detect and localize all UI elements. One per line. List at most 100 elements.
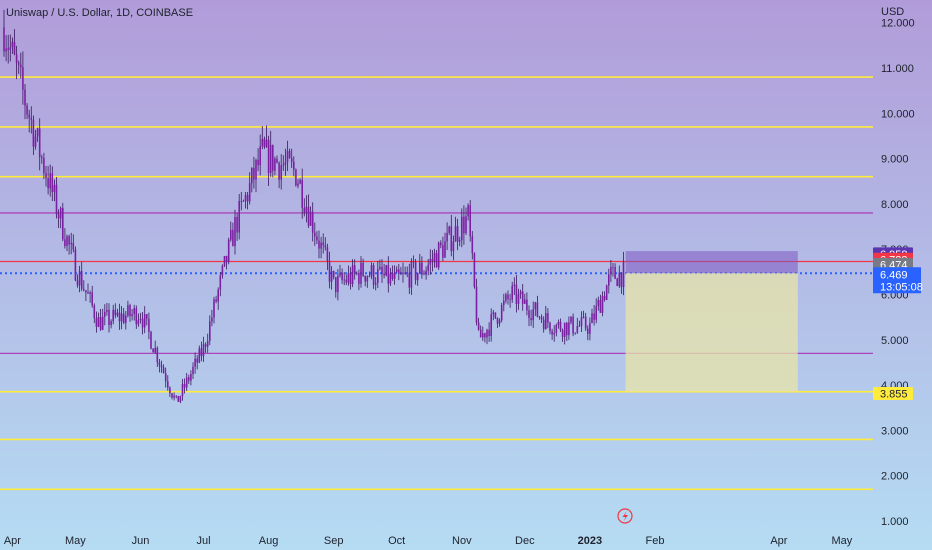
price-tick-label: 11.000 xyxy=(881,63,914,75)
candle-body xyxy=(528,310,530,319)
candle-body xyxy=(442,245,444,258)
candle-body xyxy=(349,273,352,285)
price-tick-label: 10.000 xyxy=(881,108,915,120)
lightning-icon[interactable] xyxy=(617,508,633,524)
candle-body xyxy=(217,289,219,302)
candle-body xyxy=(452,241,455,252)
candle xyxy=(221,264,224,279)
candle-body xyxy=(381,266,383,274)
candle-body xyxy=(421,262,423,275)
candle-body xyxy=(127,305,129,316)
candle xyxy=(192,362,194,379)
candle-body xyxy=(248,183,251,202)
candle xyxy=(603,291,606,302)
candle xyxy=(125,310,127,330)
candle-body xyxy=(89,292,91,294)
candle-body xyxy=(57,214,60,219)
candle-body xyxy=(440,242,442,246)
candle xyxy=(190,370,192,386)
candle-body xyxy=(215,299,217,302)
candle-body xyxy=(343,279,345,281)
candle-body xyxy=(393,272,396,279)
candle-body xyxy=(49,173,51,189)
candle xyxy=(200,341,203,362)
candle xyxy=(356,271,358,276)
candle xyxy=(295,168,297,187)
candle-body xyxy=(167,381,169,388)
candle xyxy=(500,302,503,323)
candle-body xyxy=(133,308,135,314)
candle xyxy=(421,256,423,279)
candle xyxy=(398,263,400,281)
candle-body xyxy=(446,232,448,242)
candle-body xyxy=(526,299,528,311)
candle xyxy=(131,308,133,321)
candle xyxy=(515,275,518,313)
candle-body xyxy=(269,145,272,174)
candle xyxy=(507,290,509,305)
candle xyxy=(194,352,196,374)
candle xyxy=(364,275,366,287)
candle xyxy=(467,203,469,221)
candle-body xyxy=(505,294,507,301)
candle-body xyxy=(225,255,228,263)
candle-body xyxy=(406,272,408,274)
candle xyxy=(488,322,490,342)
candle xyxy=(536,295,539,318)
candle xyxy=(240,191,243,211)
candle-body xyxy=(618,272,621,286)
candle-body xyxy=(488,329,490,337)
candle-body xyxy=(475,286,478,323)
candle-body xyxy=(64,239,66,246)
candle-body xyxy=(608,274,610,286)
candle xyxy=(309,206,312,227)
candle xyxy=(461,208,463,248)
candle-body xyxy=(578,325,581,327)
candle-body xyxy=(198,348,201,363)
candle-body xyxy=(589,323,591,334)
candle-body xyxy=(555,324,558,333)
candle xyxy=(605,284,608,301)
candle xyxy=(286,140,289,171)
candle xyxy=(143,306,146,334)
candle xyxy=(542,316,545,333)
candle-body xyxy=(404,272,406,274)
candle-body xyxy=(194,358,196,367)
candle-body xyxy=(196,358,198,363)
candle-body xyxy=(484,333,486,338)
candle xyxy=(549,321,551,335)
candle xyxy=(410,258,413,295)
candle-body xyxy=(251,167,253,184)
candle xyxy=(555,323,558,337)
stop-loss-zone xyxy=(625,251,798,274)
candle xyxy=(322,233,324,254)
candle-body xyxy=(265,139,268,148)
candle xyxy=(379,259,381,271)
candle xyxy=(456,218,459,251)
candle-body xyxy=(22,67,24,90)
candle-body xyxy=(74,249,77,281)
candle xyxy=(330,266,333,290)
candle xyxy=(284,148,287,176)
candle xyxy=(219,271,222,297)
candle-body xyxy=(469,205,471,237)
candle xyxy=(372,263,375,289)
candle-body xyxy=(30,117,33,120)
candle-body xyxy=(15,54,18,63)
candle-body xyxy=(494,312,497,318)
candle xyxy=(305,195,308,223)
candle-body xyxy=(160,365,163,368)
candle xyxy=(45,165,47,187)
candle xyxy=(494,312,497,319)
candle xyxy=(211,309,213,327)
candle-body xyxy=(387,265,390,284)
candle-body xyxy=(408,272,411,288)
candle-body xyxy=(427,264,429,271)
candle xyxy=(238,194,240,240)
candle-body xyxy=(425,270,427,274)
candle-body xyxy=(337,275,339,293)
candle-body xyxy=(454,226,457,242)
price-tick-label: 3.000 xyxy=(881,425,909,437)
